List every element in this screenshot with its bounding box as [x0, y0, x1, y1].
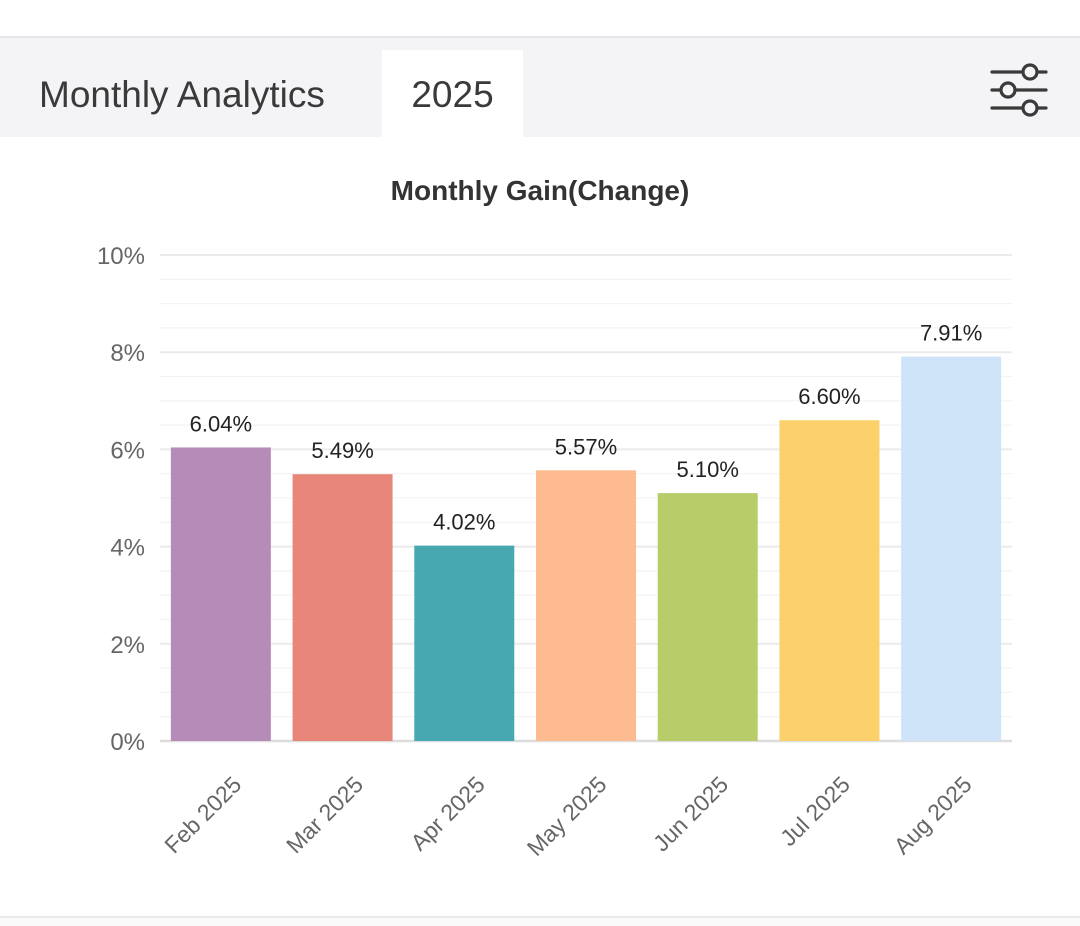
- data-label: 5.10%: [677, 457, 739, 482]
- bar: [170, 447, 271, 741]
- data-label: 6.60%: [798, 384, 860, 409]
- y-tick-label: 10%: [97, 243, 145, 270]
- y-tick-label: 6%: [110, 437, 145, 464]
- data-label: 4.02%: [433, 510, 495, 535]
- bar: [657, 493, 758, 741]
- y-tick-label: 4%: [110, 535, 145, 562]
- x-tick-label: Apr 2025: [405, 771, 489, 855]
- x-tick-label: Aug 2025: [889, 771, 977, 859]
- analytics-header: Monthly Analytics 2025: [0, 36, 1080, 139]
- bar: [779, 420, 880, 741]
- divider: [0, 916, 1080, 918]
- tab-year[interactable]: 2025: [382, 50, 523, 139]
- x-tick-label: Jun 2025: [648, 771, 733, 856]
- y-tick-label: 8%: [110, 340, 145, 367]
- data-label: 7.91%: [920, 321, 982, 346]
- x-tick-label: May 2025: [522, 771, 612, 861]
- data-label: 5.57%: [555, 434, 617, 459]
- y-tick-label: 0%: [110, 729, 145, 756]
- bar: [292, 474, 393, 741]
- x-tick-label: Jul 2025: [775, 771, 855, 851]
- bar: [536, 470, 636, 741]
- x-tick-label: Mar 2025: [281, 771, 368, 858]
- bar: [414, 545, 515, 741]
- bar: [901, 356, 1002, 741]
- x-tick-label: Feb 2025: [159, 771, 246, 858]
- sliders-icon: [990, 63, 1048, 117]
- y-tick-label: 2%: [110, 632, 145, 659]
- data-label: 6.04%: [190, 411, 252, 436]
- filter-button[interactable]: [986, 62, 1052, 118]
- footer-strip: [0, 918, 1080, 926]
- page-title: Monthly Analytics: [39, 74, 325, 115]
- chart-title: Monthly Gain(Change): [390, 175, 690, 206]
- data-label: 5.49%: [311, 438, 373, 463]
